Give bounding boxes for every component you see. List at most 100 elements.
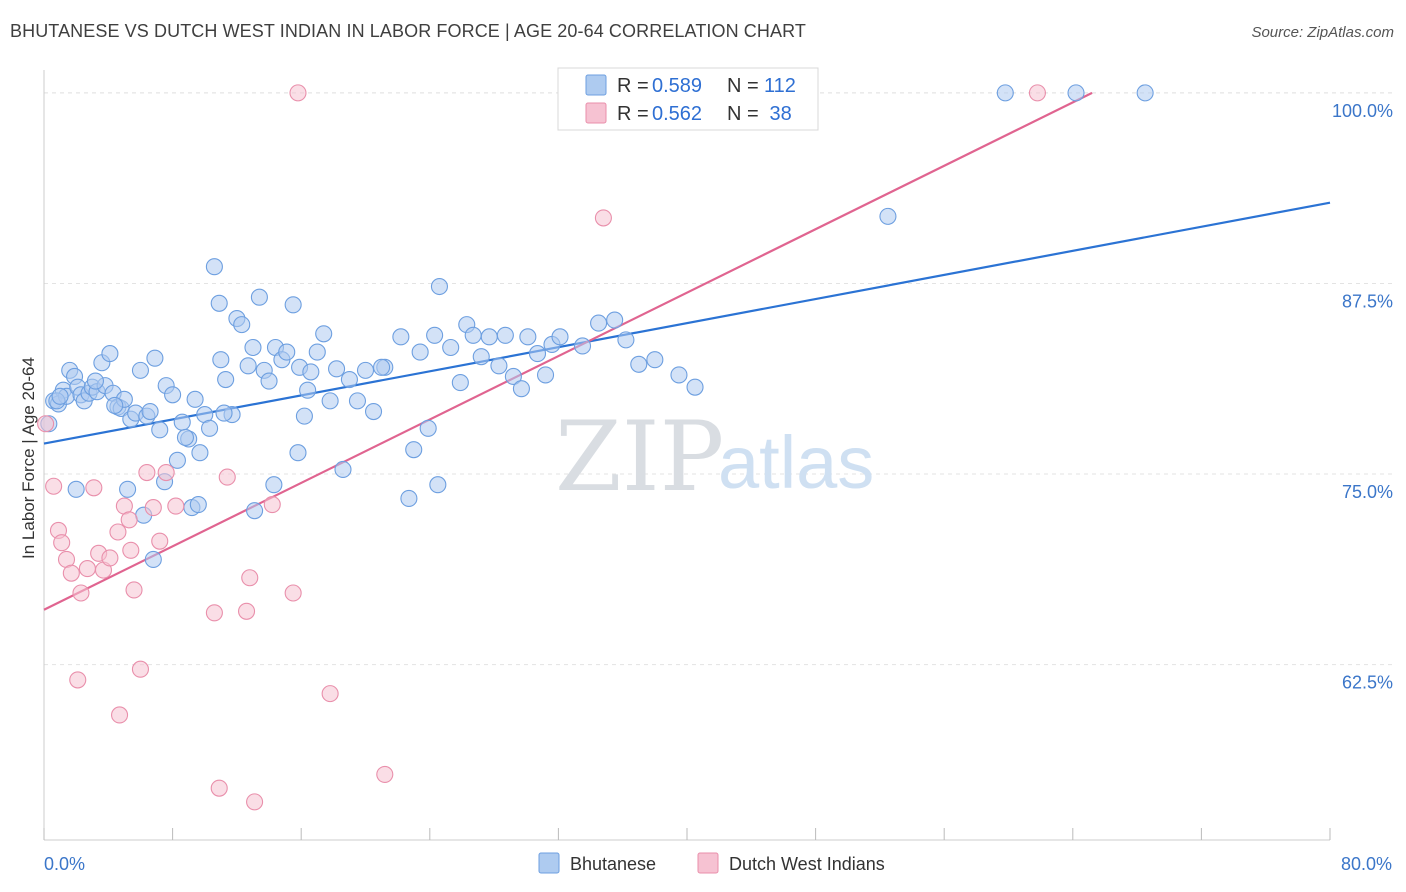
data-point — [176, 428, 195, 447]
y-tick-label: 100.0% — [1332, 101, 1393, 121]
data-point — [164, 386, 182, 404]
data-point — [405, 441, 423, 459]
data-point — [373, 358, 391, 376]
data-point — [191, 444, 209, 462]
data-point — [464, 326, 482, 344]
data-point — [144, 550, 162, 568]
data-point — [376, 765, 394, 783]
data-point — [151, 421, 169, 439]
data-point — [205, 258, 223, 276]
data-point — [244, 338, 262, 357]
data-point — [490, 357, 508, 375]
legend-swatch-dutch-west-indians — [585, 102, 607, 124]
data-point — [400, 489, 418, 508]
data-point — [233, 316, 251, 334]
data-point — [426, 326, 444, 344]
data-point — [348, 392, 367, 410]
data-point — [201, 419, 219, 437]
data-point — [617, 331, 635, 349]
data-point — [519, 328, 537, 346]
data-point — [111, 706, 129, 724]
data-point — [250, 288, 268, 306]
data-point — [260, 372, 278, 390]
source-label: Source: ZipAtlas.com — [1251, 24, 1394, 41]
data-point — [218, 468, 236, 486]
data-point — [289, 444, 307, 462]
legend-swatch-bhutanese — [585, 74, 607, 96]
y-tick-labels: 62.5% 75.0% 87.5% 100.0% — [1332, 101, 1393, 693]
x-axis-ticks — [43, 828, 1331, 840]
data-point — [78, 560, 96, 578]
data-point — [246, 793, 264, 811]
data-point — [295, 407, 313, 425]
data-point — [429, 476, 447, 494]
data-point — [101, 345, 119, 363]
data-point — [125, 581, 143, 599]
bottom-legend-swatch-dutch-west-indians — [697, 852, 719, 874]
series-dutch-west-indians — [37, 84, 1046, 811]
data-point — [630, 355, 648, 373]
data-point — [217, 370, 235, 389]
data-point — [480, 328, 498, 346]
trend-lines — [43, 91, 1331, 611]
legend-n-label-dutch-west-indians: N = — [727, 103, 759, 125]
y-tick-label: 87.5% — [1342, 291, 1393, 311]
data-point — [263, 496, 281, 514]
data-point — [278, 343, 296, 361]
data-point — [430, 277, 448, 296]
data-point — [1067, 84, 1085, 102]
data-point — [356, 361, 375, 379]
data-point — [101, 549, 119, 567]
data-point — [334, 460, 352, 479]
watermark-atlas: atlas — [718, 421, 874, 504]
data-point — [210, 779, 228, 797]
trend-line-bhutanese — [43, 201, 1331, 445]
watermark: ZIP atlas — [555, 401, 874, 513]
data-point — [141, 402, 159, 421]
data-point — [239, 357, 257, 375]
data-point — [308, 343, 326, 361]
data-point — [138, 463, 156, 482]
series-bhutanese — [40, 84, 1154, 568]
data-point — [120, 511, 138, 529]
data-point — [85, 479, 103, 497]
y-axis-label: In Labor Force | Age 20-64 — [19, 357, 38, 559]
data-point — [879, 207, 897, 225]
watermark-zip: ZIP — [555, 401, 724, 513]
data-point — [119, 480, 137, 498]
data-point — [573, 337, 592, 355]
data-point — [472, 348, 490, 366]
data-point — [189, 496, 207, 514]
data-point — [51, 387, 69, 405]
data-point — [392, 328, 410, 346]
data-point — [157, 463, 175, 482]
data-point — [606, 311, 624, 329]
x-tick-label-max: 80.0% — [1341, 854, 1392, 874]
data-points — [37, 84, 1154, 811]
bottom-legend-swatch-bhutanese — [538, 852, 560, 874]
data-point — [215, 404, 233, 422]
data-point — [284, 296, 302, 314]
data-point — [173, 413, 191, 431]
data-point — [210, 294, 228, 312]
data-point — [419, 419, 437, 437]
data-point — [131, 361, 149, 379]
data-point — [315, 325, 333, 343]
data-point — [151, 532, 169, 550]
bottom-legend-label-bhutanese: Bhutanese — [570, 854, 656, 874]
data-point — [167, 497, 185, 515]
data-point — [504, 367, 522, 386]
legend-n-value-dutch-west-indians: 38 — [764, 103, 792, 125]
legend-r-label-bhutanese: R = — [617, 75, 649, 97]
data-point — [265, 476, 283, 494]
data-point — [670, 366, 688, 384]
data-point — [340, 370, 358, 389]
data-point — [62, 564, 80, 582]
bottom-legend-label-dutch-west-indians: Dutch West Indians — [729, 854, 885, 874]
bottom-legend: Bhutanese Dutch West Indians — [538, 852, 885, 874]
legend-box: R = 0.589 N = 112 R = 0.562 N = 38 — [557, 67, 819, 131]
data-point — [594, 209, 612, 227]
data-point — [37, 415, 55, 433]
data-point — [551, 328, 569, 346]
